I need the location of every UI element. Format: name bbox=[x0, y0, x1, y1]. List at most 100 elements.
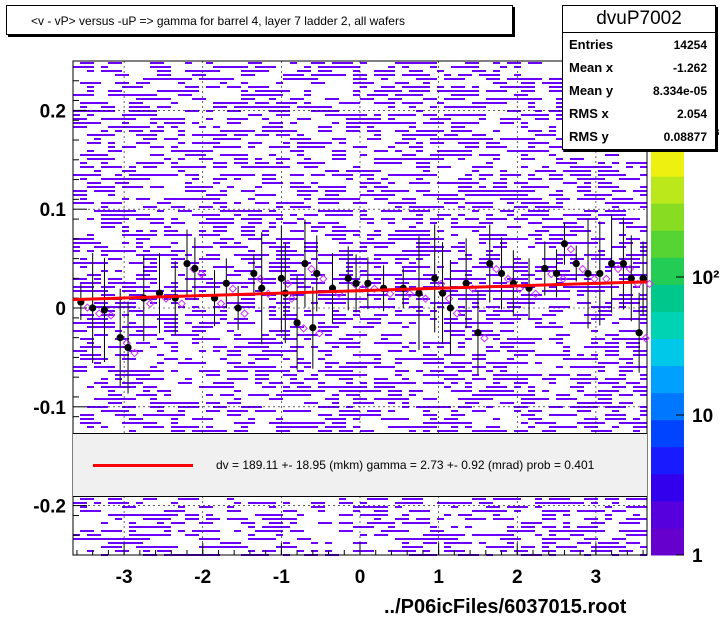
histogram-cell bbox=[360, 414, 367, 416]
histogram-cell bbox=[479, 366, 486, 368]
histogram-cell bbox=[157, 126, 164, 128]
histogram-cell bbox=[304, 222, 311, 224]
histogram-cell bbox=[430, 238, 444, 240]
histogram-cell bbox=[430, 66, 437, 68]
histogram-cell bbox=[220, 138, 234, 140]
histogram-cell bbox=[591, 290, 605, 292]
colorbar-band bbox=[651, 284, 684, 312]
histogram-cell bbox=[500, 198, 507, 200]
histogram-cell bbox=[325, 190, 332, 192]
histogram-cell bbox=[423, 134, 437, 136]
histogram-cell bbox=[115, 346, 129, 348]
histogram-cell bbox=[325, 74, 332, 76]
histogram-cell bbox=[577, 322, 591, 324]
histogram-cell bbox=[367, 322, 381, 324]
histogram-cell bbox=[255, 202, 262, 204]
histogram-cell bbox=[206, 118, 213, 120]
histogram-cell bbox=[479, 322, 493, 324]
histogram-cell bbox=[437, 306, 444, 308]
histogram-cell bbox=[437, 70, 444, 72]
histogram-cell bbox=[325, 106, 332, 108]
histogram-cell bbox=[549, 146, 563, 148]
histogram-cell bbox=[514, 262, 528, 264]
histogram-cell bbox=[157, 526, 171, 528]
histogram-cell bbox=[234, 378, 248, 380]
histogram-cell bbox=[423, 342, 430, 344]
histogram-cell bbox=[136, 262, 143, 264]
histogram-cell bbox=[353, 70, 360, 72]
histogram-cell bbox=[269, 330, 283, 332]
histogram-cell bbox=[451, 290, 458, 292]
profile-point bbox=[474, 329, 482, 337]
histogram-cell bbox=[416, 62, 423, 64]
histogram-cell bbox=[346, 366, 360, 368]
histogram-cell bbox=[227, 414, 241, 416]
histogram-cell bbox=[325, 194, 339, 196]
histogram-cell bbox=[80, 414, 94, 416]
histogram-cell bbox=[73, 114, 80, 116]
histogram-cell bbox=[493, 154, 500, 156]
histogram-cell bbox=[409, 394, 416, 396]
histogram-cell bbox=[598, 382, 605, 384]
histogram-cell bbox=[430, 222, 437, 224]
histogram-cell bbox=[591, 530, 605, 532]
histogram-cell bbox=[556, 158, 563, 160]
histogram-cell bbox=[416, 174, 430, 176]
histogram-cell bbox=[486, 318, 493, 320]
histogram-cell bbox=[556, 338, 563, 340]
histogram-cell bbox=[444, 430, 451, 432]
histogram-cell bbox=[276, 398, 283, 400]
histogram-cell bbox=[437, 86, 444, 88]
histogram-cell bbox=[248, 234, 255, 236]
histogram-cell bbox=[549, 178, 563, 180]
histogram-cell bbox=[283, 502, 290, 504]
histogram-cell bbox=[290, 314, 297, 316]
histogram-cell bbox=[633, 274, 640, 276]
histogram-cell bbox=[514, 550, 528, 552]
histogram-cell bbox=[451, 506, 458, 508]
histogram-cell bbox=[353, 66, 360, 68]
histogram-cell bbox=[94, 262, 108, 264]
histogram-cell bbox=[234, 518, 248, 520]
histogram-cell bbox=[367, 190, 374, 192]
histogram-cell bbox=[129, 370, 136, 372]
histogram-cell bbox=[535, 354, 549, 356]
histogram-cell bbox=[549, 298, 556, 300]
histogram-cell bbox=[346, 382, 353, 384]
histogram-cell bbox=[395, 322, 402, 324]
histogram-cell bbox=[164, 74, 171, 76]
histogram-cell bbox=[360, 298, 367, 300]
stat-value: -1.262 bbox=[672, 61, 707, 75]
histogram-cell bbox=[234, 398, 241, 400]
histogram-cell bbox=[339, 114, 353, 116]
histogram-cell bbox=[612, 262, 626, 264]
histogram-cell bbox=[598, 162, 605, 164]
histogram-cell bbox=[311, 542, 318, 544]
histogram-cell bbox=[591, 510, 605, 512]
histogram-cell bbox=[535, 118, 542, 120]
histogram-cell bbox=[248, 526, 255, 528]
histogram-cell bbox=[395, 398, 409, 400]
histogram-cell bbox=[626, 534, 640, 536]
stat-key: Entries bbox=[569, 37, 614, 52]
histogram-cell bbox=[87, 70, 94, 72]
histogram-cell bbox=[290, 74, 304, 76]
histogram-cell bbox=[388, 182, 395, 184]
histogram-cell bbox=[472, 170, 479, 172]
histogram-cell bbox=[381, 534, 388, 536]
histogram-cell bbox=[451, 90, 458, 92]
histogram-cell bbox=[276, 238, 290, 240]
histogram-cell bbox=[542, 258, 556, 260]
histogram-cell bbox=[416, 510, 430, 512]
histogram-cell bbox=[115, 178, 122, 180]
histogram-cell bbox=[374, 306, 388, 308]
histogram-cell bbox=[556, 82, 563, 84]
histogram-cell bbox=[171, 370, 178, 372]
histogram-cell bbox=[178, 210, 185, 212]
histogram-cell bbox=[367, 234, 381, 236]
histogram-cell bbox=[185, 174, 192, 176]
histogram-cell bbox=[633, 302, 640, 304]
histogram-cell bbox=[542, 298, 549, 300]
histogram-cell bbox=[437, 250, 451, 252]
histogram-cell bbox=[213, 370, 220, 372]
